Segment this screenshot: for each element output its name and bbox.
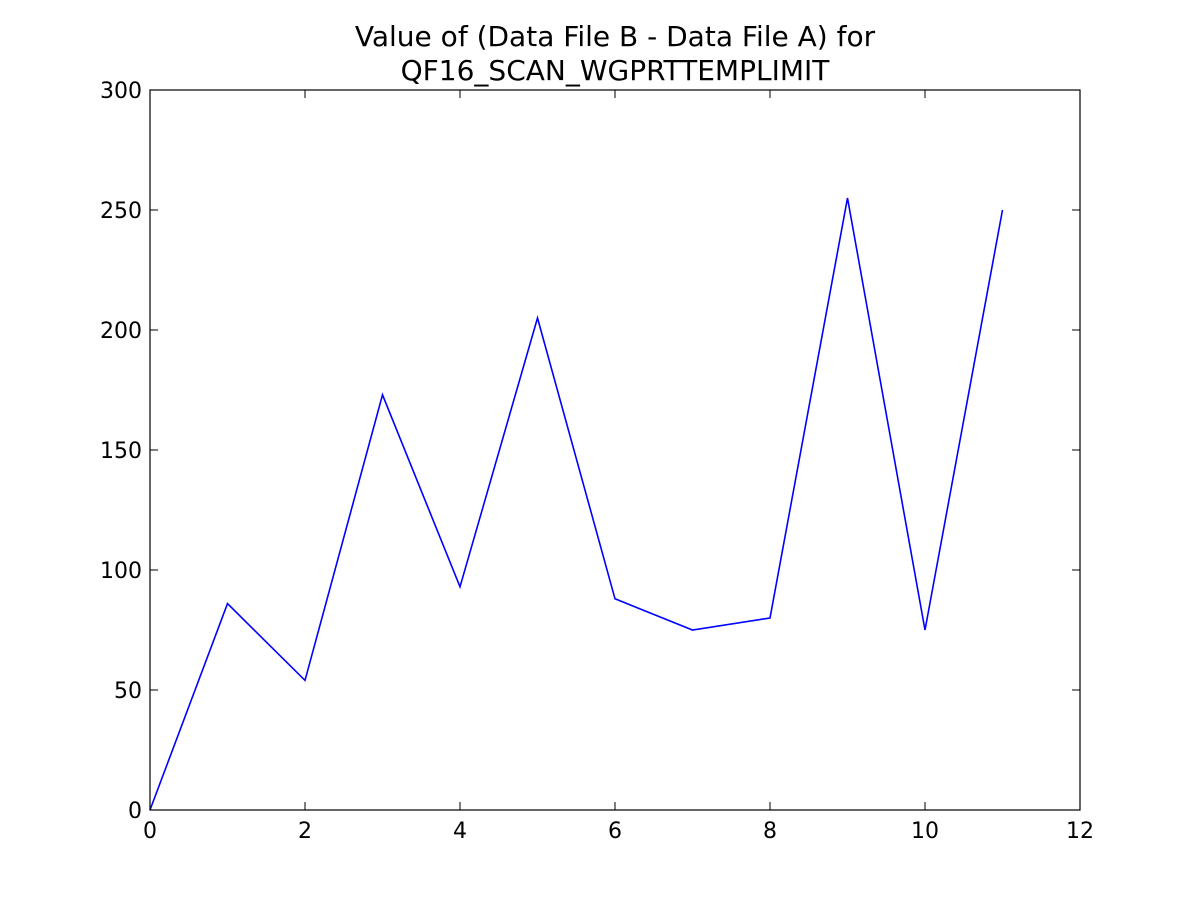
y-tick-label: 100 bbox=[100, 559, 142, 584]
y-tick-label: 0 bbox=[128, 799, 142, 824]
x-tick-label: 0 bbox=[143, 819, 157, 844]
y-tick-label: 250 bbox=[100, 199, 142, 224]
y-tick-label: 50 bbox=[114, 679, 142, 704]
x-tick-label: 10 bbox=[911, 819, 939, 844]
x-tick-label: 2 bbox=[298, 819, 312, 844]
chart-title: QF16_SCAN_WGPRTTEMPLIMIT bbox=[401, 54, 831, 87]
x-tick-label: 4 bbox=[453, 819, 467, 844]
x-tick-label: 12 bbox=[1066, 819, 1094, 844]
y-tick-label: 150 bbox=[100, 439, 142, 464]
y-tick-label: 300 bbox=[100, 79, 142, 104]
data-line bbox=[149, 197, 1004, 811]
plot-frame bbox=[149, 89, 1081, 811]
x-tick-label: 8 bbox=[763, 819, 777, 844]
x-tick-label: 6 bbox=[608, 819, 622, 844]
chart-title: Value of (Data File B - Data File A) for bbox=[355, 20, 876, 53]
y-tick-label: 200 bbox=[100, 319, 142, 344]
